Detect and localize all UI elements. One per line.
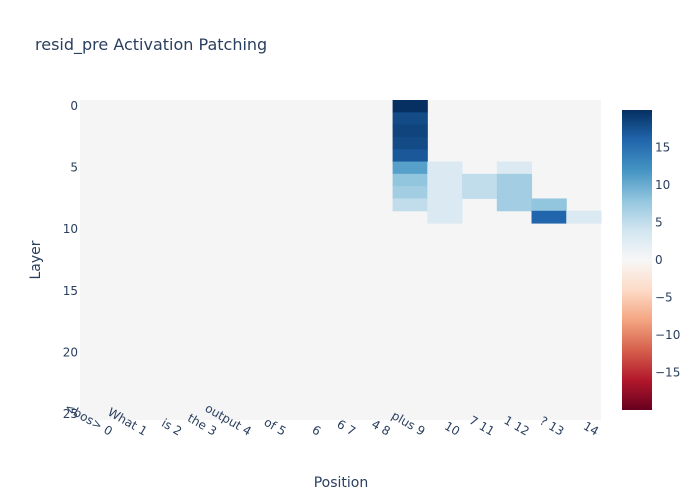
heatmap-cell [462,173,498,187]
heatmap-cell [392,112,428,126]
y-tick-label: 25 [63,407,78,421]
heatmap-cell [427,173,463,187]
colorbar [622,110,652,410]
y-axis-title: Layer [28,240,44,279]
colorbar-tick-label: 5 [655,216,663,230]
heatmap-cell [566,210,602,224]
heatmap-cell [427,186,463,199]
x-axis-title: Position [314,475,369,491]
heatmap-cell [392,186,428,199]
heatmap-cell [392,161,428,175]
colorbar-tick-label: 0 [655,253,663,267]
heatmap-cell [427,210,463,224]
heatmap-cell [531,198,567,212]
y-axis-ticks: 0 5 10 15 20 25 [63,99,78,421]
heatmap-cell [462,186,498,199]
colorbar-tick-label: 15 [655,141,670,155]
heatmap-cell [392,198,428,212]
y-tick-label: 15 [63,284,78,298]
colorbar-tick-label: −5 [655,291,673,305]
heatmap-cell [496,161,533,175]
heatmap-cell [392,100,428,113]
colorbar-tick-label: −10 [655,328,680,342]
heatmap-cell [496,186,533,199]
heatmap-cell [427,198,463,212]
x-tick-label: 10 [442,419,462,439]
heatmap-cell [427,161,463,175]
chart-title: resid_pre Activation Patching [35,35,267,55]
colorbar-tick-label: 10 [655,178,670,192]
heatmap-cell [531,210,567,224]
heatmap-cells [392,100,602,224]
heatmap-cell [392,124,428,138]
y-tick-label: 20 [63,345,78,359]
heatmap-cell [392,136,428,150]
x-tick-label: 14 [581,419,601,439]
plot-area [80,100,601,420]
y-tick-label: 5 [70,161,78,175]
heatmap-cell [496,173,533,187]
y-tick-label: 0 [70,99,78,113]
heatmap-cell [496,198,533,212]
y-tick-label: 10 [63,222,78,236]
colorbar-ticks: 15 10 5 0 −5 −10 −15 [655,141,680,380]
heatmap-cell [392,173,428,187]
colorbar-tick-label: −15 [655,366,680,380]
heatmap-cell [392,149,428,163]
